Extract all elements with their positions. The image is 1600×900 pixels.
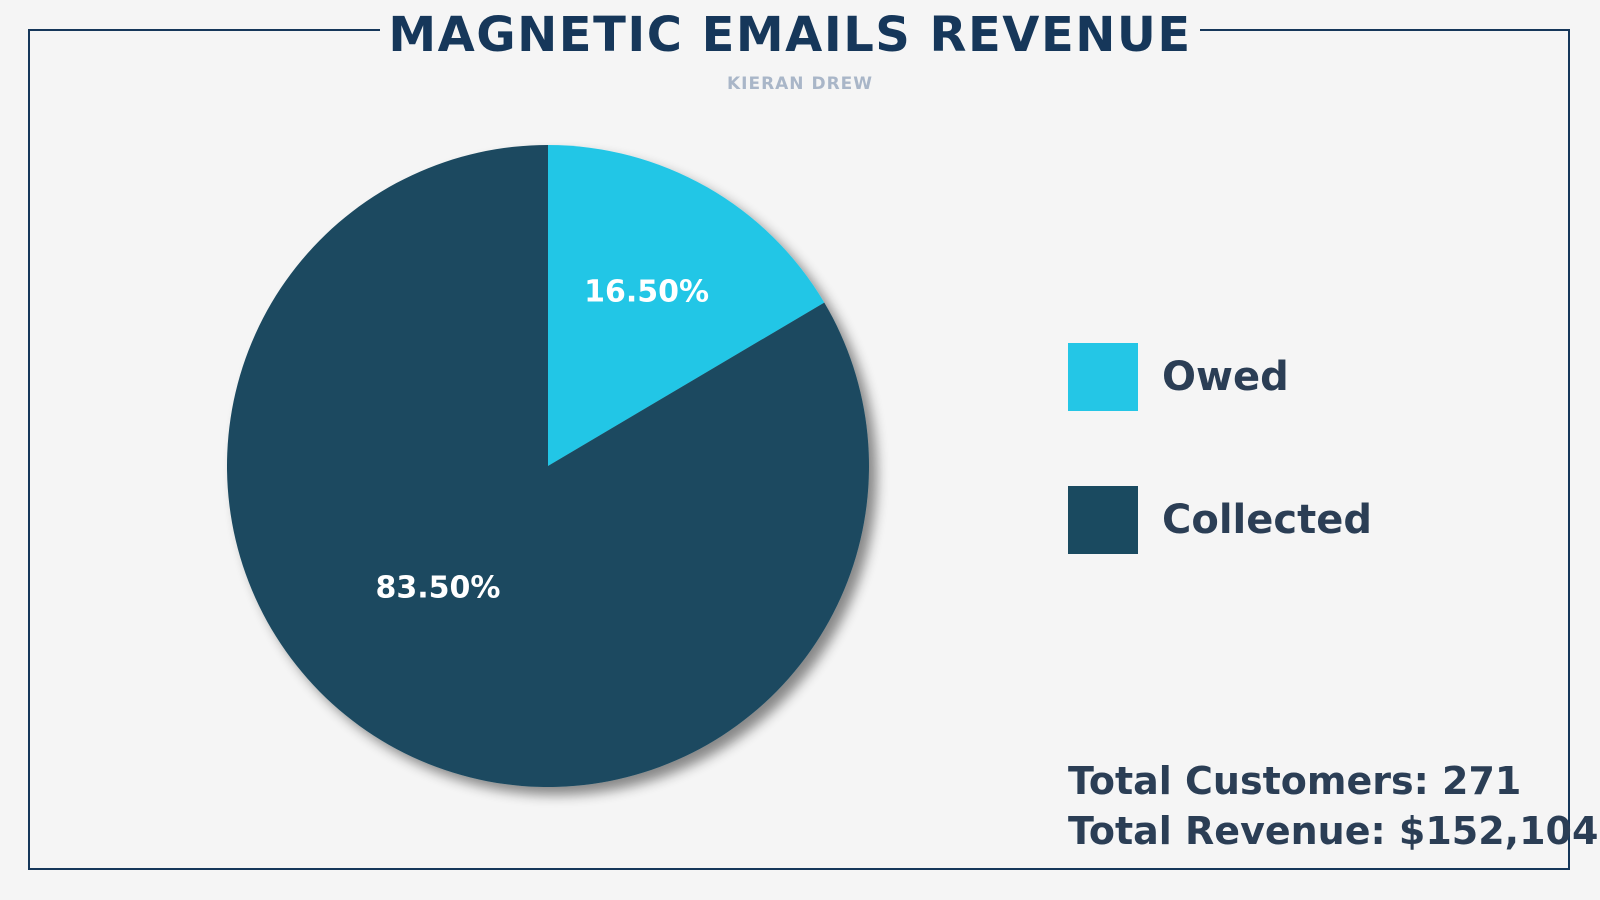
pie-label-owed: 16.50%: [584, 275, 709, 310]
pie-slice-collected: [226, 145, 870, 788]
pie-slices: [226, 145, 870, 788]
legend-label-collected: Collected: [1162, 497, 1372, 543]
chart-title: MAGNETIC EMAILS REVENUE: [388, 7, 1192, 63]
legend-item-collected: Collected: [1068, 486, 1372, 554]
pie-labels: 16.50% 83.50%: [376, 275, 710, 606]
legend-item-owed: Owed: [1068, 343, 1372, 411]
pie-label-collected: 83.50%: [376, 571, 501, 606]
legend-swatch-collected: [1068, 486, 1138, 554]
legend: Owed Collected: [1068, 343, 1372, 629]
chart-subtitle: KIERAN DREW: [726, 74, 874, 94]
total-revenue: Total Revenue: $152,104: [1068, 809, 1599, 853]
pie-slice-owed: [548, 145, 825, 466]
title-container: MAGNETIC EMAILS REVENUE: [380, 8, 1200, 62]
legend-label-owed: Owed: [1162, 354, 1289, 400]
totals-block: Total Customers: 271 Total Revenue: $152…: [1068, 756, 1598, 856]
total-customers: Total Customers: 271: [1068, 759, 1522, 803]
legend-swatch-owed: [1068, 343, 1138, 411]
